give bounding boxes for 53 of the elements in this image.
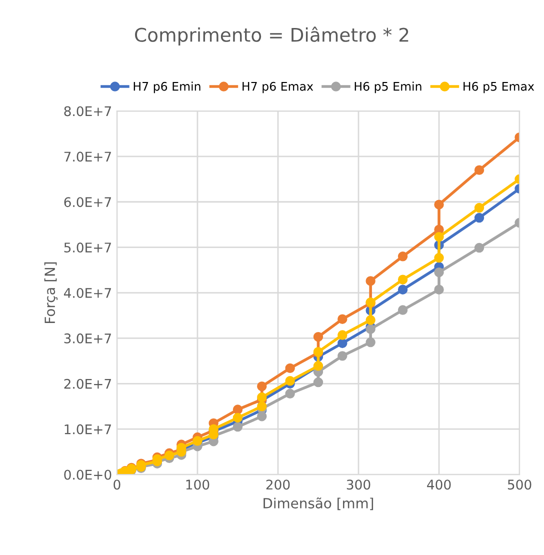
legend-label: H6 p5 Emin <box>354 82 422 94</box>
point <box>474 165 484 175</box>
x-tick-label: 0 <box>114 480 120 490</box>
y-tick-label: 6.0E+7 <box>64 197 111 208</box>
point <box>474 242 484 253</box>
point <box>338 314 348 324</box>
point <box>257 382 267 392</box>
point <box>474 212 484 223</box>
point <box>338 351 348 361</box>
point <box>164 450 174 460</box>
point <box>474 202 484 213</box>
point <box>313 332 324 342</box>
point <box>232 422 243 432</box>
x-tick-label: 400 <box>427 480 451 490</box>
y-tick-label: 0.0E+0 <box>64 470 112 480</box>
point <box>434 284 444 294</box>
y-tick-label: 5.0E+7 <box>64 242 111 253</box>
point <box>366 315 376 325</box>
point <box>338 338 348 348</box>
point <box>313 377 324 388</box>
point <box>398 305 408 315</box>
point <box>366 324 376 334</box>
point <box>434 200 444 210</box>
point <box>366 276 376 286</box>
point <box>232 404 243 414</box>
point <box>434 267 444 278</box>
legend-label: H7 p6 Emax <box>242 82 314 94</box>
point <box>366 337 376 348</box>
x-tick-label: 500 <box>508 480 532 490</box>
point <box>398 274 408 284</box>
point <box>285 363 295 374</box>
point <box>232 412 243 423</box>
legend-label: H6 p5 Emax <box>464 82 534 94</box>
y-axis-title: Força [N] <box>44 262 58 323</box>
y-tick-label: 8.0E+7 <box>64 106 111 116</box>
y-tick-label: 1.0E+7 <box>64 424 111 434</box>
x-tick-label: 200 <box>266 480 290 490</box>
x-tick-label: 100 <box>186 480 210 490</box>
point <box>434 232 444 242</box>
point <box>398 252 408 262</box>
x-axis-title: Dimensão [mm] <box>264 497 374 510</box>
point <box>285 376 295 386</box>
legend-label: H7 p6 Emin <box>134 82 200 94</box>
x-tick-label: 300 <box>346 480 370 490</box>
point <box>398 284 408 294</box>
y-tick-label: 4.0E+7 <box>64 288 111 298</box>
chart-title: Comprimento = Diâmetro * 2 <box>135 26 408 46</box>
point <box>285 388 295 398</box>
y-tick-label: 3.0E+7 <box>64 333 111 344</box>
point <box>338 330 348 340</box>
y-tick-label: 7.0E+7 <box>64 152 111 162</box>
point <box>434 252 444 263</box>
y-tick-label: 2.0E+7 <box>64 378 111 389</box>
